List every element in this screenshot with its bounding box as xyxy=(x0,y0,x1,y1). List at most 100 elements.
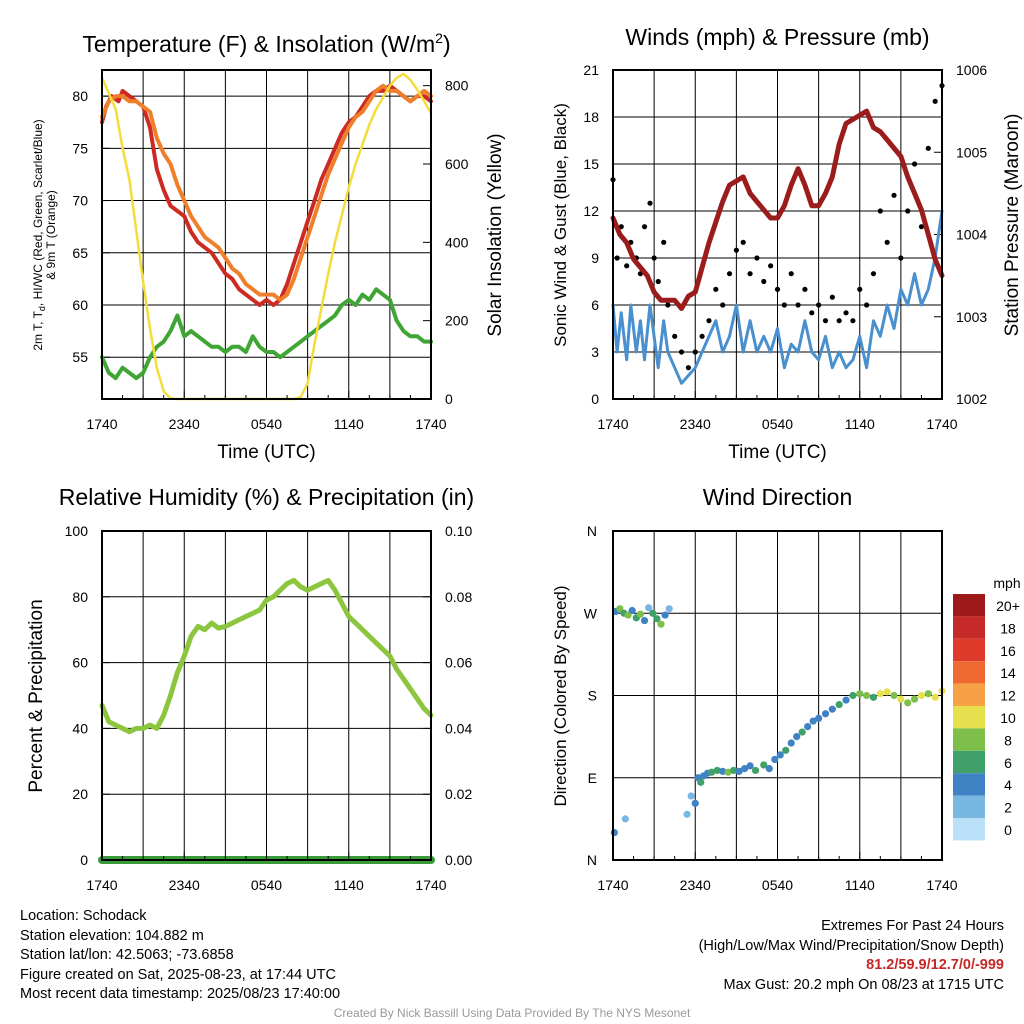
extremes-values: 81.2/59.9/12.7/0/-999 xyxy=(866,957,1004,973)
y-tick-label: 60 xyxy=(72,297,88,313)
gust-point xyxy=(768,263,774,269)
y-tick-label: 0 xyxy=(80,852,88,868)
direction-point xyxy=(793,733,801,741)
direction-point xyxy=(883,688,891,696)
gust-point xyxy=(641,224,648,230)
direction-point xyxy=(697,778,705,786)
y-tick-label: 20 xyxy=(72,786,88,802)
y-tick-label: 0 xyxy=(591,391,599,407)
chart-title: Temperature (F) & Insolation (W/m2) xyxy=(82,30,450,57)
direction-point xyxy=(765,765,773,773)
y-tick-label: 12 xyxy=(583,203,599,219)
colorbar-swatch xyxy=(953,594,985,617)
extremes-heading: Extremes For Past 24 Hours xyxy=(821,918,1004,934)
direction-point xyxy=(628,606,636,615)
y-tick-label: 40 xyxy=(72,720,88,736)
gust-point xyxy=(706,318,712,324)
direction-point xyxy=(828,705,836,713)
gust-point xyxy=(678,349,685,355)
x-tick-label: 1740 xyxy=(597,877,628,893)
gust-point xyxy=(850,318,856,324)
extremes-info: Extremes For Past 24 Hours (High/Low/Max… xyxy=(699,917,1004,995)
direction-point xyxy=(849,691,857,700)
colorbar-swatch xyxy=(953,728,985,751)
direction-point xyxy=(746,762,754,770)
direction-point xyxy=(809,717,817,725)
y-tick-label: E xyxy=(588,770,597,786)
gust-point xyxy=(754,255,760,261)
direction-point xyxy=(687,792,695,800)
gust-point xyxy=(713,286,719,292)
direction-point xyxy=(776,751,784,759)
direction-point xyxy=(910,695,919,703)
y-right-tick-label: 0.02 xyxy=(445,786,472,802)
gust-point xyxy=(661,239,667,245)
y-right-tick-label: 0.00 xyxy=(445,852,472,868)
gust-point xyxy=(747,271,753,277)
direction-point xyxy=(713,766,721,775)
direction-point xyxy=(657,620,665,628)
direction-point xyxy=(691,799,699,807)
y-axis-label: Direction (Colored By Speed) xyxy=(551,585,570,806)
location-text: Location: Schodack xyxy=(20,908,147,924)
x-tick-label: 2340 xyxy=(680,416,711,432)
y-tick-label: 3 xyxy=(591,344,599,360)
gust-point xyxy=(857,286,863,292)
x-tick-label: 1740 xyxy=(415,877,446,893)
gust-point xyxy=(870,271,877,277)
direction-point xyxy=(821,710,830,718)
y-tick-label: 75 xyxy=(72,140,88,156)
gust-point xyxy=(647,200,653,206)
y-right-tick-label: 400 xyxy=(445,234,469,250)
direction-point xyxy=(804,722,812,731)
x-tick-label: 1140 xyxy=(845,877,875,893)
gust-point xyxy=(733,247,739,253)
y-tick-label: 60 xyxy=(72,655,88,671)
y-right-tick-label: 1002 xyxy=(956,391,987,407)
direction-point xyxy=(730,766,738,775)
gust-point xyxy=(781,302,787,308)
direction-point xyxy=(798,728,806,736)
gust-point xyxy=(891,192,897,198)
x-tick-label: 2340 xyxy=(169,877,200,893)
y-tick-label: 6 xyxy=(591,297,599,313)
direction-point xyxy=(760,761,768,769)
colorbar-swatch xyxy=(953,750,985,774)
gust-point xyxy=(692,349,698,355)
gust-point xyxy=(685,365,691,371)
gust-point xyxy=(918,224,925,230)
y-tick-label: 65 xyxy=(72,245,88,261)
x-tick-label: 1140 xyxy=(845,416,875,432)
x-tick-label: 2340 xyxy=(169,416,200,432)
gust-point xyxy=(877,208,883,214)
direction-point xyxy=(890,691,898,700)
direction-point xyxy=(649,609,657,617)
y-axis-label: Percent & Precipitation xyxy=(26,599,47,792)
direction-point xyxy=(640,616,649,625)
chart-title: Wind Direction xyxy=(703,484,853,510)
station-info: Location: Schodack Station elevation: 10… xyxy=(20,907,340,1005)
colorbar-label: 4 xyxy=(1004,777,1012,793)
gust-point xyxy=(822,318,829,324)
gust-point xyxy=(788,271,794,277)
x-tick-label: 0540 xyxy=(251,877,282,893)
colorbar-label: 14 xyxy=(1000,665,1016,681)
x-tick-label: 2340 xyxy=(680,877,711,893)
gust-point xyxy=(829,294,835,300)
colorbar-label: 16 xyxy=(1000,643,1016,659)
direction-point xyxy=(917,691,926,700)
latlon-text: Station lat/lon: 42.5063; -73.6858 xyxy=(20,947,234,963)
gust-point xyxy=(932,98,938,104)
gust-point xyxy=(836,318,842,324)
gust-point xyxy=(761,278,767,285)
y-right-tick-label: 800 xyxy=(445,78,469,94)
recent-data-text: Most recent data timestamp: 2025/08/23 1… xyxy=(20,986,341,1002)
direction-point xyxy=(616,605,624,613)
y-tick-label: W xyxy=(584,605,598,621)
y-tick-label: S xyxy=(588,688,597,704)
gust-point xyxy=(795,302,801,308)
x-tick-label: 1140 xyxy=(334,877,364,893)
gust-point xyxy=(655,278,661,285)
colorbar-label: 8 xyxy=(1004,732,1012,748)
y-right-tick-label: 600 xyxy=(445,156,469,172)
